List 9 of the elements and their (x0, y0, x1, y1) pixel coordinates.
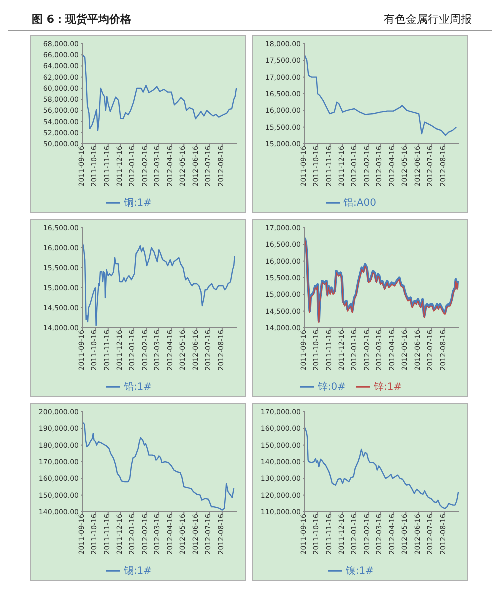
legend-label: 锌:1# (374, 382, 402, 393)
chart-title: 图 6：现货平均价格 (32, 12, 132, 27)
legend-label: 铜:1# (124, 198, 152, 209)
legend-label: 铝:A00 (344, 198, 376, 209)
legend-label: 锌:0# (318, 382, 346, 393)
legend-label: 锡:1# (124, 566, 152, 577)
legend-label: 铅:1# (124, 382, 152, 393)
legend-label: 镍:1# (346, 566, 374, 577)
text: 有色金属行业周报 (384, 12, 472, 27)
